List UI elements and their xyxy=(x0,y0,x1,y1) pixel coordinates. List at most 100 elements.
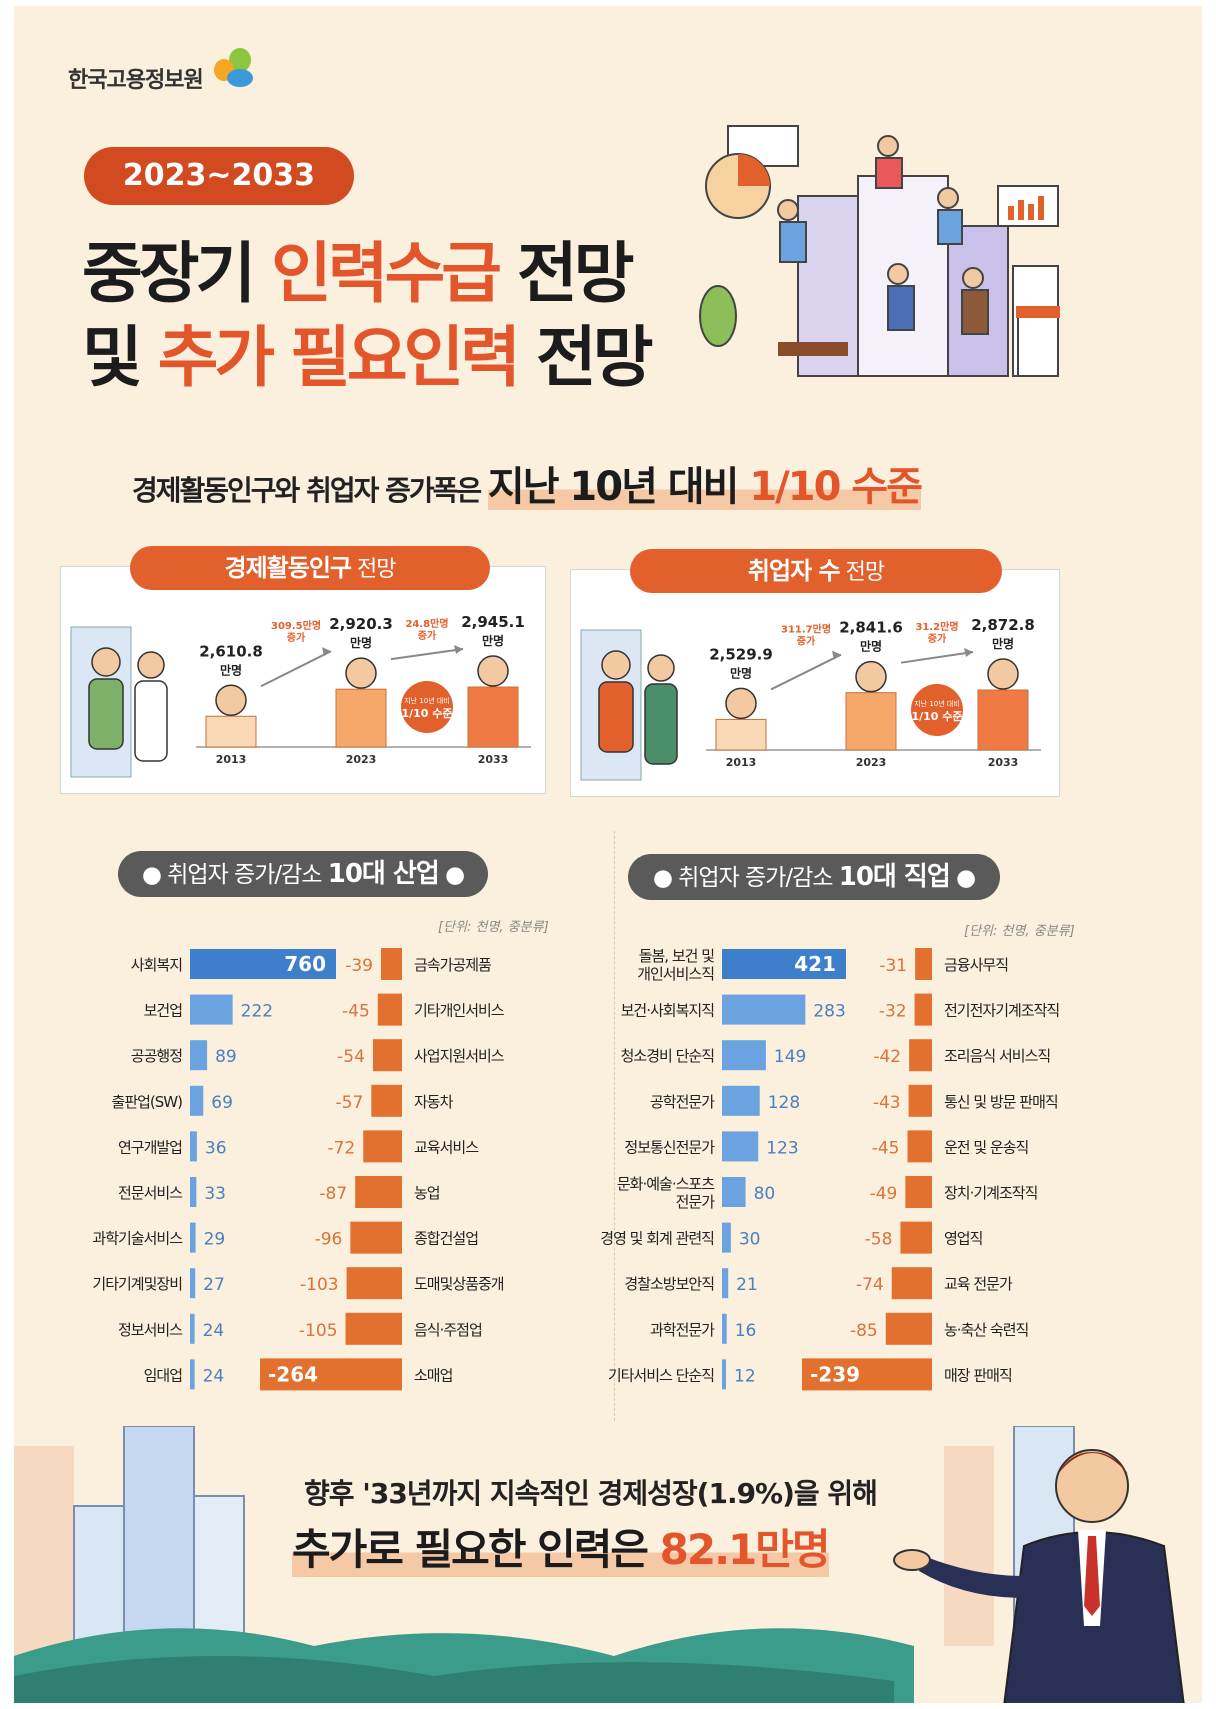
increase-category-label: 정보서비스 xyxy=(118,1321,183,1339)
person-head-icon xyxy=(215,684,247,717)
infographic-page: 한국고용정보원 2023~2033 중장기 인력수급 전망 및 추가 필요인력 … xyxy=(14,6,1202,1703)
increase-value-label: 16 xyxy=(735,1321,757,1341)
increase-value-label: 29 xyxy=(204,1230,226,1250)
person-head-icon xyxy=(987,658,1019,690)
increase-value-label: 27 xyxy=(203,1275,225,1295)
increase-category-label: 돌봄, 보건 및 xyxy=(639,947,715,965)
decrease-bar xyxy=(381,948,402,980)
increase-category-label: 기타서비스 단순직 xyxy=(608,1366,714,1384)
decrease-category-label: 종합건설업 xyxy=(414,1230,478,1248)
year-label: 2013 xyxy=(726,756,757,769)
increase-bar xyxy=(722,1177,746,1207)
increase-bar xyxy=(722,1268,729,1299)
projection-bar xyxy=(335,688,387,748)
decrease-category-label: 장치·기계조작직 xyxy=(944,1184,1037,1202)
decrease-value-label: -58 xyxy=(865,1230,893,1250)
projection-unit: 만명 xyxy=(730,665,752,680)
trend-arrow xyxy=(260,650,332,688)
decrease-bar xyxy=(802,1358,932,1391)
increase-value-label: 421 xyxy=(794,952,836,976)
decrease-bar xyxy=(346,1267,402,1300)
projection-bar xyxy=(977,689,1029,751)
increase-category-label: 개인서비스직 xyxy=(637,965,714,983)
person-head-icon xyxy=(345,657,377,689)
increase-category-label: 보건업 xyxy=(144,1002,182,1020)
decrease-category-label: 매장 판매직 xyxy=(944,1366,1012,1384)
increase-value-label: 30 xyxy=(739,1230,761,1250)
increase-value-label: 24 xyxy=(203,1366,225,1386)
increase-category-label: 문화·예술·스포츠 xyxy=(617,1175,715,1193)
decrease-value-label: -74 xyxy=(856,1275,884,1295)
ratio-badge-bottom: 1/10 수준 xyxy=(401,707,452,720)
decrease-value-label: -105 xyxy=(299,1321,338,1341)
person-body-icon xyxy=(644,683,678,765)
increase-bar xyxy=(190,1222,196,1253)
decrease-value-label: -45 xyxy=(872,1138,900,1158)
city-people-illustration xyxy=(699,125,1060,377)
decrease-category-label: 자동차 xyxy=(414,1093,454,1111)
decrease-value-label: -32 xyxy=(879,1002,907,1022)
decrease-value-label: -87 xyxy=(319,1184,347,1204)
employment-chart: 2,529.9 만명 2013 2,841.6 만명 2023 2,872.8 만명 2033 3… xyxy=(580,616,1041,781)
increase-category-label: 전문가 xyxy=(676,1193,716,1211)
person-body-icon xyxy=(598,681,634,753)
year-label: 2023 xyxy=(346,753,377,766)
key-message: 경제활동인구와 취업자 증가폭은 지난 10년 대비 1/10 수준 xyxy=(132,464,923,510)
projection-bar xyxy=(205,715,257,748)
decrease-category-label: 영업직 xyxy=(944,1230,982,1248)
decrease-bar xyxy=(914,993,932,1026)
increase-label: 증가 xyxy=(797,635,816,648)
increase-value-label: 283 xyxy=(813,1002,845,1022)
economic-population-panel: 2,610.8 만명 2013 2,920.3 만명 2023 2,945.1 만명 2033 3… xyxy=(60,566,546,794)
projection-value: 2,610.8 xyxy=(199,642,263,660)
decrease-category-label: 금속가공제품 xyxy=(414,956,491,974)
decrease-value-label: -85 xyxy=(850,1321,878,1341)
increase-bar xyxy=(190,1085,204,1116)
person-head-icon xyxy=(477,655,509,687)
decrease-category-label: 도매및상품중개 xyxy=(414,1275,504,1293)
economic-population-chart: 2,610.8 만명 2013 2,920.3 만명 2023 2,945.1 만명 2033 3… xyxy=(70,613,531,778)
increase-value-label: 89 xyxy=(215,1047,237,1067)
decrease-value-label: -57 xyxy=(336,1093,364,1113)
ratio-badge-top: 지난 10년 대비 xyxy=(914,699,960,708)
industry-unit-note: [단위: 천명, 중분류] xyxy=(438,920,549,935)
trend-arrowhead xyxy=(454,645,463,654)
increase-value-label: 24 xyxy=(203,1321,225,1341)
ratio-badge-bottom: 1/10 수준 xyxy=(911,710,962,723)
decrease-value-label: -264 xyxy=(268,1362,318,1386)
increase-bar xyxy=(190,1131,197,1162)
person-body-icon xyxy=(134,680,168,762)
increase-value: 309.5만명 xyxy=(271,619,321,632)
decrease-value-label: -49 xyxy=(870,1184,898,1204)
decrease-value-label: -45 xyxy=(342,1002,370,1022)
decrease-bar xyxy=(355,1176,402,1208)
increase-category-label: 보건·사회복지직 xyxy=(621,1002,714,1020)
decrease-category-label: 교육 전문가 xyxy=(944,1275,1013,1293)
increase-bar xyxy=(722,994,806,1025)
projection-value: 2,529.9 xyxy=(709,645,773,663)
year-label: 2023 xyxy=(856,756,887,769)
increase-label: 증가 xyxy=(287,631,306,644)
increase-value: 31.2만명 xyxy=(915,620,958,633)
increase-category-label: 임대업 xyxy=(144,1366,182,1384)
ratio-badge xyxy=(401,681,453,733)
decrease-bar xyxy=(915,948,932,980)
city-skyline-illustration xyxy=(14,1426,1185,1703)
economic-population-title: 경제활동인구 전망 xyxy=(130,546,490,590)
increase-value-label: 149 xyxy=(774,1047,806,1067)
projection-unit: 만명 xyxy=(482,633,504,648)
increase-label: 증가 xyxy=(418,629,437,642)
year-label: 2033 xyxy=(988,756,1019,769)
increase-value-label: 222 xyxy=(241,1002,273,1022)
person-head-icon xyxy=(725,687,757,720)
increase-bar xyxy=(190,949,336,979)
increase-bar xyxy=(722,1040,766,1071)
increase-bar xyxy=(190,1040,208,1071)
increase-value-label: 36 xyxy=(205,1138,227,1158)
increase-bar xyxy=(190,1268,196,1299)
decrease-bar xyxy=(907,1130,932,1163)
decrease-bar xyxy=(908,1084,932,1117)
trend-arrowhead xyxy=(964,648,973,657)
decrease-category-label: 전기전자기계조작직 xyxy=(944,1002,1059,1020)
